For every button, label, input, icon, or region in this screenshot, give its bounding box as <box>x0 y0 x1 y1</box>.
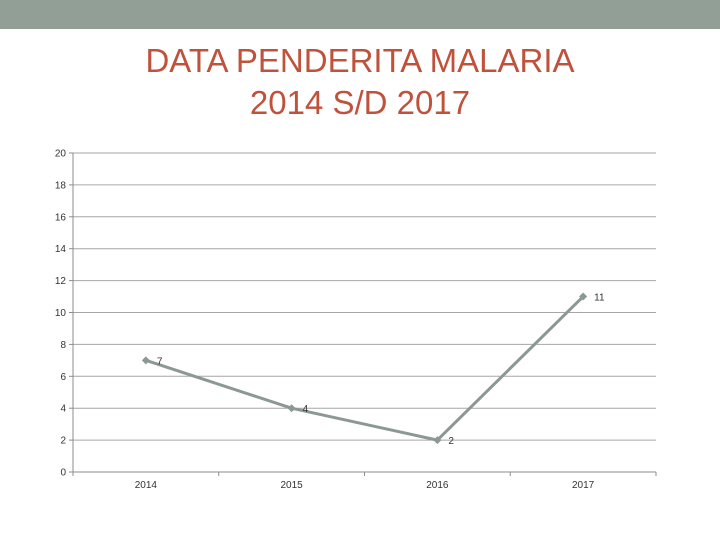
gridlines <box>73 152 656 441</box>
series <box>141 292 588 445</box>
y-tick-label: 18 <box>55 180 67 191</box>
chart-title: DATA PENDERITA MALARIA 2014 S/D 2017 <box>60 40 660 124</box>
chart-title-line-2: 2014 S/D 2017 <box>249 84 471 121</box>
y-tick-label: 2 <box>60 436 66 447</box>
data-point-marker <box>287 404 296 413</box>
x-tick-label: 2014 <box>135 480 158 491</box>
y-tick-label: 10 <box>55 308 67 319</box>
y-tick-label: 6 <box>60 372 66 383</box>
y-tick-label: 4 <box>60 404 66 415</box>
x-tick-labels: 2014 2015 2016 2017 <box>135 480 595 491</box>
data-point-marker <box>433 436 442 445</box>
x-tick-label: 2017 <box>572 480 595 491</box>
data-label: 11 <box>594 293 605 304</box>
data-labels: 7 4 2 11 <box>157 293 605 448</box>
y-tick-label: 8 <box>60 340 66 351</box>
y-tick-label: 12 <box>55 276 67 287</box>
chart-title-line-1: DATA PENDERITA MALARIA <box>145 42 575 79</box>
data-label: 4 <box>303 404 309 415</box>
y-tick-label: 14 <box>55 244 67 255</box>
y-tick-label: 0 <box>60 468 66 479</box>
y-tick-label: 20 <box>55 149 67 160</box>
top-bar <box>0 0 720 29</box>
x-tick-label: 2015 <box>281 480 304 491</box>
data-label: 7 <box>157 356 163 367</box>
x-tick-label: 2016 <box>426 480 449 491</box>
y-tick-labels: 0 2 4 6 8 10 12 14 16 18 20 <box>55 149 67 479</box>
y-tick-label: 16 <box>55 212 67 223</box>
data-label: 2 <box>448 436 454 447</box>
data-point-marker <box>579 292 588 301</box>
data-point-marker <box>141 356 150 365</box>
series-line <box>145 295 585 442</box>
axes <box>69 152 657 476</box>
